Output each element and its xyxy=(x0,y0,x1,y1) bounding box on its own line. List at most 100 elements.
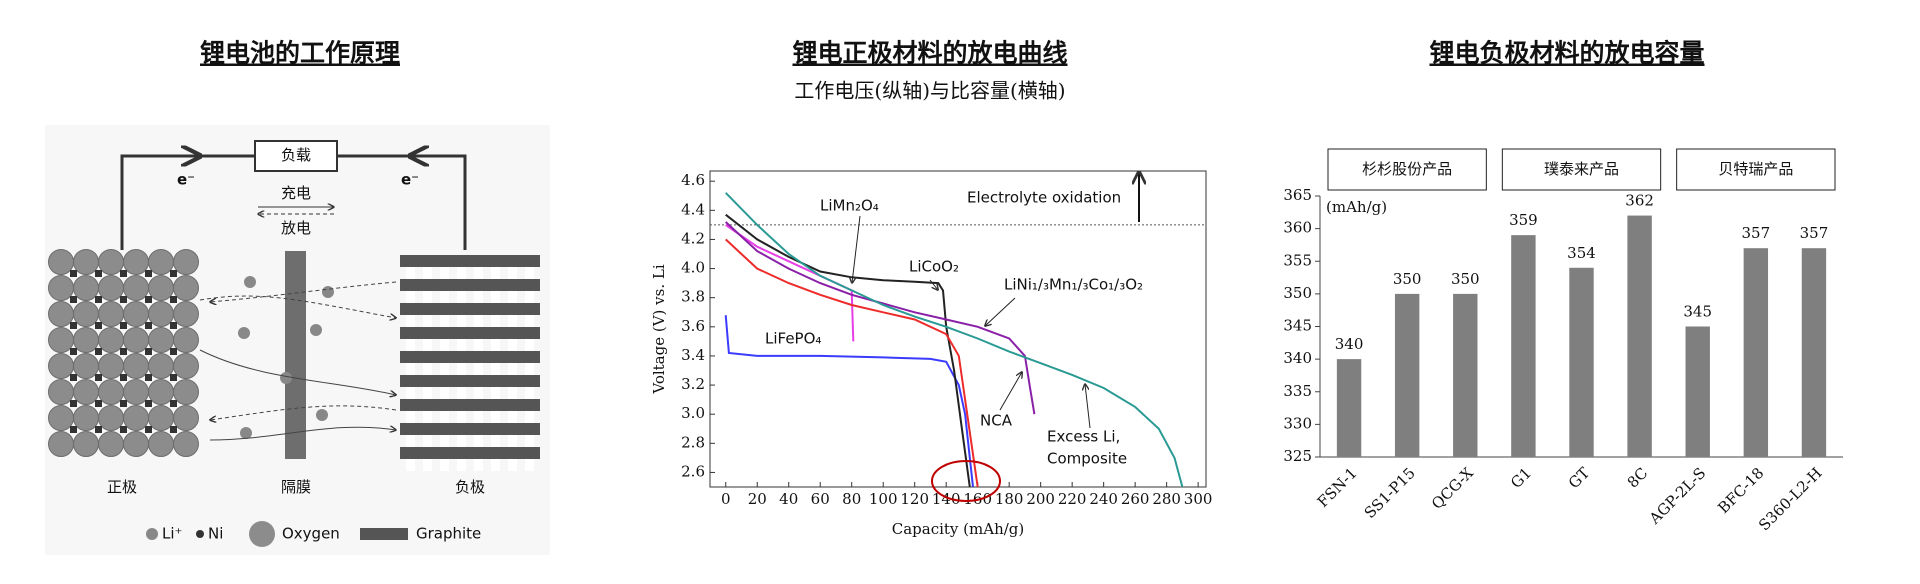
ni-atom xyxy=(95,322,102,329)
y-tick-label: 3.0 xyxy=(681,404,705,422)
graphite-gap xyxy=(406,291,415,303)
graphite-gap xyxy=(474,435,483,447)
series-line xyxy=(724,192,1184,488)
oxygen-atom xyxy=(173,405,199,431)
bar xyxy=(1685,326,1710,457)
wire xyxy=(337,154,467,250)
li-ion xyxy=(238,327,250,339)
graphite-gap xyxy=(474,411,483,423)
value-label: 354 xyxy=(1567,244,1596,262)
graphite-gap xyxy=(525,339,534,351)
ni-atom xyxy=(170,322,177,329)
graphite-gap xyxy=(457,363,466,375)
graphite-gap xyxy=(491,459,500,471)
x-tick-label: 100 xyxy=(869,490,898,508)
group-label: 贝特瑞产品 xyxy=(1718,160,1793,178)
x-tick-label: AGP-2L-S xyxy=(1645,464,1709,528)
bar xyxy=(1627,215,1652,457)
oxygen-atom xyxy=(123,249,149,275)
y-tick-label: 2.8 xyxy=(681,433,705,451)
oxygen-atom xyxy=(73,249,99,275)
annotation-arrow xyxy=(1085,384,1091,429)
graphite-gap xyxy=(474,387,483,399)
oxygen-atom xyxy=(123,275,149,301)
graphite-gap xyxy=(491,339,500,351)
annotation: NCA xyxy=(980,412,1013,430)
oxygen-atom xyxy=(73,379,99,405)
graphite-gap xyxy=(406,387,415,399)
plot-frame xyxy=(709,170,1207,488)
graphite-gap xyxy=(406,363,415,375)
ni-atom xyxy=(95,296,102,303)
graphite-gap xyxy=(508,363,517,375)
value-label: 357 xyxy=(1742,224,1771,242)
oxygen-atom xyxy=(148,249,174,275)
graphite-gap xyxy=(508,387,517,399)
ni-atom xyxy=(120,322,127,329)
li-ion xyxy=(244,276,256,288)
y-tick-label: 3.2 xyxy=(681,375,705,393)
graphite-gap xyxy=(508,411,517,423)
graphite-gap xyxy=(440,291,449,303)
annotation-arrow xyxy=(999,372,1022,411)
ni-atom xyxy=(120,426,127,433)
oxygen-atom xyxy=(148,405,174,431)
graphite-gap xyxy=(440,387,449,399)
graphite-gap xyxy=(406,315,415,327)
y-tick-label: 3.6 xyxy=(681,317,705,335)
oxygen-atom xyxy=(123,327,149,353)
ni-atom xyxy=(145,400,152,407)
annotation-arrow xyxy=(852,215,861,283)
value-label: 340 xyxy=(1335,335,1364,353)
annotation-arrow xyxy=(985,297,1016,326)
bar xyxy=(1801,248,1827,457)
graphite-gap xyxy=(423,363,432,375)
ni-atom xyxy=(145,374,152,381)
legend-label: Li⁺ xyxy=(162,525,182,543)
annotation: LiNi₁/₃Mn₁/₃Co₁/₃O₂ xyxy=(1004,276,1143,294)
ion-path xyxy=(199,295,396,318)
load-label: 负载 xyxy=(281,146,311,164)
graphite-gap xyxy=(406,435,415,447)
graphite-gap xyxy=(423,315,432,327)
oxygen-atom xyxy=(48,327,74,353)
group-label: 杉杉股份产品 xyxy=(1362,160,1452,178)
electrode-label: 隔膜 xyxy=(281,478,311,496)
ni-atom xyxy=(145,270,152,277)
oxygen-atom xyxy=(73,275,99,301)
graphite-gap xyxy=(440,315,449,327)
graphite-gap xyxy=(474,459,483,471)
y-tick-label: 340 xyxy=(1283,349,1312,367)
graphite-gap xyxy=(440,411,449,423)
annotation: Electrolyte oxidation xyxy=(967,189,1121,207)
graphite-gap xyxy=(525,267,534,279)
ni-atom xyxy=(170,296,177,303)
oxygen-atom xyxy=(148,275,174,301)
y-tick-label: 335 xyxy=(1283,382,1312,400)
y-tick-label: 4.4 xyxy=(681,200,705,218)
x-axis-label: Capacity (mAh/g) xyxy=(892,520,1025,538)
graphite-gap xyxy=(491,267,500,279)
graphite-gap xyxy=(491,411,500,423)
x-tick-label: 180 xyxy=(995,490,1024,508)
x-tick-label: 200 xyxy=(1026,490,1055,508)
legend-swatch xyxy=(146,528,158,540)
series-line xyxy=(724,315,974,488)
graphite-gap xyxy=(457,339,466,351)
y-tick-label: 4.6 xyxy=(681,171,705,189)
graphite-layer xyxy=(400,279,540,291)
oxygen-atom xyxy=(48,275,74,301)
x-tick-label: 260 xyxy=(1121,490,1150,508)
annotation: Excess Li, xyxy=(1047,428,1120,446)
graphite-gap xyxy=(525,411,534,423)
annotation: LiCoO₂ xyxy=(909,258,959,276)
graphite-gap xyxy=(440,339,449,351)
series-line xyxy=(725,224,855,342)
separator xyxy=(285,251,306,459)
oxygen-atom xyxy=(98,353,124,379)
graphite-gap xyxy=(406,267,415,279)
oxygen-atom xyxy=(98,379,124,405)
graphite-gap xyxy=(525,315,534,327)
x-tick-label: 0 xyxy=(721,490,731,508)
